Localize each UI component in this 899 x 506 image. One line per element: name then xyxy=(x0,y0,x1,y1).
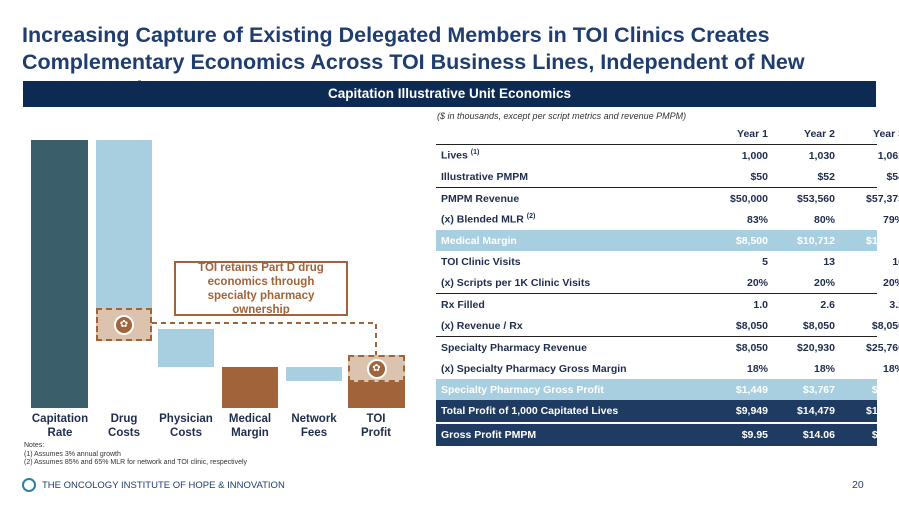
table-row: (x) Specialty Pharmacy Gross Margin 18% 18… xyxy=(441,362,899,375)
logo-icon xyxy=(22,478,36,492)
column-header: Year 3 xyxy=(873,128,899,140)
page-number: 20 xyxy=(852,479,864,491)
bar-toi-profit xyxy=(348,381,405,408)
table-row-total: Total Profit of 1,000 Capitated Lives $9,… xyxy=(436,400,899,422)
category-label: Drug Costs xyxy=(108,413,140,439)
column-header: Year 1 xyxy=(737,128,768,140)
table-row: (x) Blended MLR (2)83%80%79% xyxy=(441,213,899,226)
table-row: Specialty Pharmacy Revenue $8,050 $20,930 $… xyxy=(436,336,899,358)
table-row: (x) Scripts per 1K Clinic Visits 20% 20% 20… xyxy=(441,276,899,289)
bar-capitation-rate xyxy=(31,140,88,408)
toi-seal-icon: ✿ xyxy=(114,314,134,335)
table-row-highlight: Specialty Pharmacy Gross Profit $1,449 $3,… xyxy=(436,379,899,400)
bar-drug-costs xyxy=(96,140,152,308)
table-row: (x) Revenue / Rx$8,050$8,050$8,050 xyxy=(441,319,899,332)
table-row: TOI Clinic Visits51316 xyxy=(441,255,899,268)
table-header-row: Year 1 Year 2 Year 3 xyxy=(436,124,899,144)
bar-physician-costs xyxy=(158,329,214,367)
table-row: Illustrative PMPM$50$52$54 xyxy=(441,170,899,183)
toi-seal-icon: ✿ xyxy=(366,358,387,379)
org-name: THE ONCOLOGY INSTITUTE OF HOPE & INNOVAT… xyxy=(42,479,285,491)
drug-retained-box: ✿ xyxy=(96,308,152,341)
bar-network-fees xyxy=(286,367,342,381)
table-subtitle: ($ in thousands, except per script metri… xyxy=(437,111,687,121)
table-row-highlight: Medical Margin$8,500$10,712$12,048 xyxy=(436,230,899,251)
category-label: TOI Profit xyxy=(360,413,392,439)
page-title: Increasing Capture of Existing Delegated… xyxy=(22,23,805,101)
category-label: Network Fees xyxy=(291,413,337,439)
category-label: Physician Costs xyxy=(159,413,213,439)
footnotes: Notes: (1) Assumes 3% annual growth (2) … xyxy=(24,442,248,466)
section-banner: Capitation Illustrative Unit Economics xyxy=(23,81,876,107)
callout-box: TOI retains Part D drug economics throug… xyxy=(174,261,348,316)
toi-profit-retained-box: ✿ xyxy=(348,355,405,382)
footer: THE ONCOLOGY INSTITUTE OF HOPE & INNOVAT… xyxy=(22,478,285,492)
column-header: Year 2 xyxy=(804,128,835,140)
category-label: Capitation Rate xyxy=(31,413,89,439)
table-row: PMPM Revenue$50,000$53,560$57,373 xyxy=(436,187,899,209)
category-label: Medical Margin xyxy=(228,413,272,439)
unit-economics-table: Year 1 Year 2 Year 3 Lives (1)1,0001,030… xyxy=(436,124,899,446)
table-row-total: Gross Profit PMPM$9.95$14.06$15.73 xyxy=(436,424,899,446)
bar-medical-margin xyxy=(222,367,278,408)
